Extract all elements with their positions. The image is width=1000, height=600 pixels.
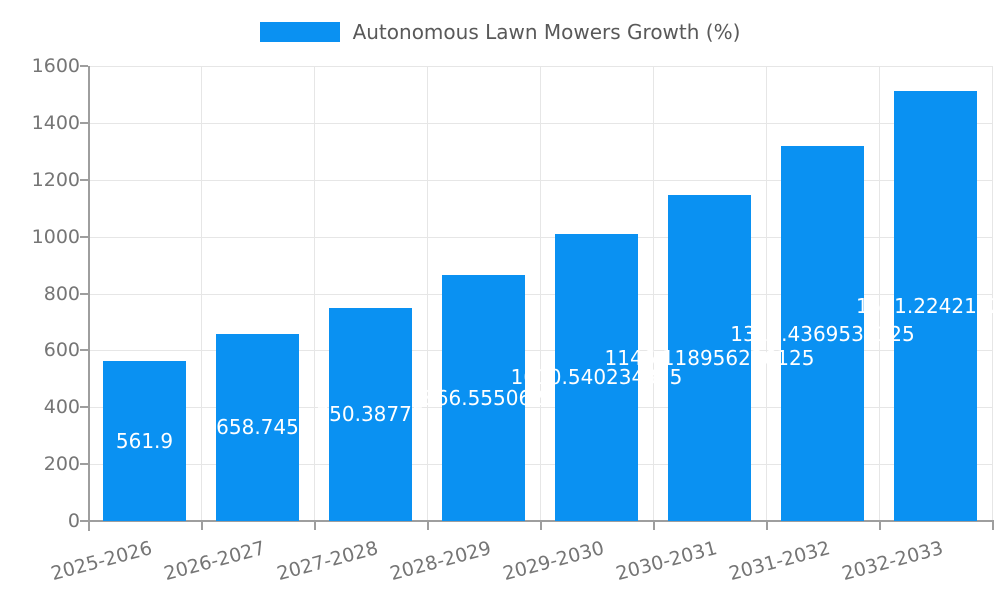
y-tick-label: 400 (43, 396, 80, 418)
y-tick-mark (80, 520, 88, 522)
y-tick-label: 1600 (31, 55, 80, 77)
x-tick-mark (314, 521, 316, 530)
y-tick-mark (80, 179, 88, 181)
legend-swatch[interactable] (259, 22, 340, 42)
y-tick-mark (80, 65, 88, 67)
bar-value-label: 866.555062 (423, 385, 544, 410)
x-gridline (879, 66, 880, 521)
x-tick-mark (879, 521, 881, 530)
y-axis-line (88, 66, 90, 531)
bar-2027-2028[interactable] (329, 307, 412, 521)
x-gridline (314, 66, 315, 521)
y-tick-label: 1400 (31, 112, 80, 134)
y-tick-label: 200 (43, 453, 80, 475)
bar-value-label: 1511.22421825 (855, 294, 1000, 319)
bar-2029-2030[interactable] (555, 233, 638, 521)
x-gridline (653, 66, 654, 521)
x-tick-mark (201, 521, 203, 530)
x-gridline (427, 66, 428, 521)
x-axis-line (87, 520, 994, 522)
bar-value-label: 1146.118956226125 (604, 346, 815, 371)
y-tick-label: 1000 (31, 226, 80, 248)
y-tick-label: 800 (43, 283, 80, 305)
bar-value-label: 1318.4369531125 (730, 321, 915, 346)
bar-value-label: 561.9 (115, 429, 174, 454)
bar-2028-2029[interactable] (442, 274, 525, 521)
bar-2026-2027[interactable] (216, 333, 299, 521)
bar-value-label: 1010.540234375 (510, 365, 683, 390)
y-tick-mark (80, 236, 88, 238)
bar-2025-2026[interactable] (103, 361, 186, 521)
legend[interactable]: Autonomous Lawn Mowers Growth (%) (0, 20, 1000, 44)
bar-value-label: 750.38775 (316, 402, 425, 427)
x-tick-mark (653, 521, 655, 530)
y-tick-mark (80, 349, 88, 351)
bar-2032-2033[interactable] (894, 91, 977, 521)
x-gridline (992, 66, 993, 521)
y-tick-mark (80, 406, 88, 408)
bar-2031-2032[interactable] (781, 146, 864, 521)
y-tick-label: 0 (67, 510, 80, 532)
x-tick-mark (992, 521, 994, 530)
y-tick-mark (80, 463, 88, 465)
legend-label: Autonomous Lawn Mowers Growth (%) (352, 20, 741, 44)
bar-value-label: 658.745 (216, 415, 299, 440)
x-gridline (201, 66, 202, 521)
bar-2030-2031[interactable] (668, 195, 751, 521)
x-gridline (766, 66, 767, 521)
y-tick-label: 1200 (31, 169, 80, 191)
y-tick-mark (80, 122, 88, 124)
x-tick-mark (540, 521, 542, 530)
x-gridline (540, 66, 541, 521)
x-tick-mark (766, 521, 768, 530)
y-tick-mark (80, 293, 88, 295)
x-tick-mark (427, 521, 429, 530)
y-tick-label: 600 (43, 339, 80, 361)
